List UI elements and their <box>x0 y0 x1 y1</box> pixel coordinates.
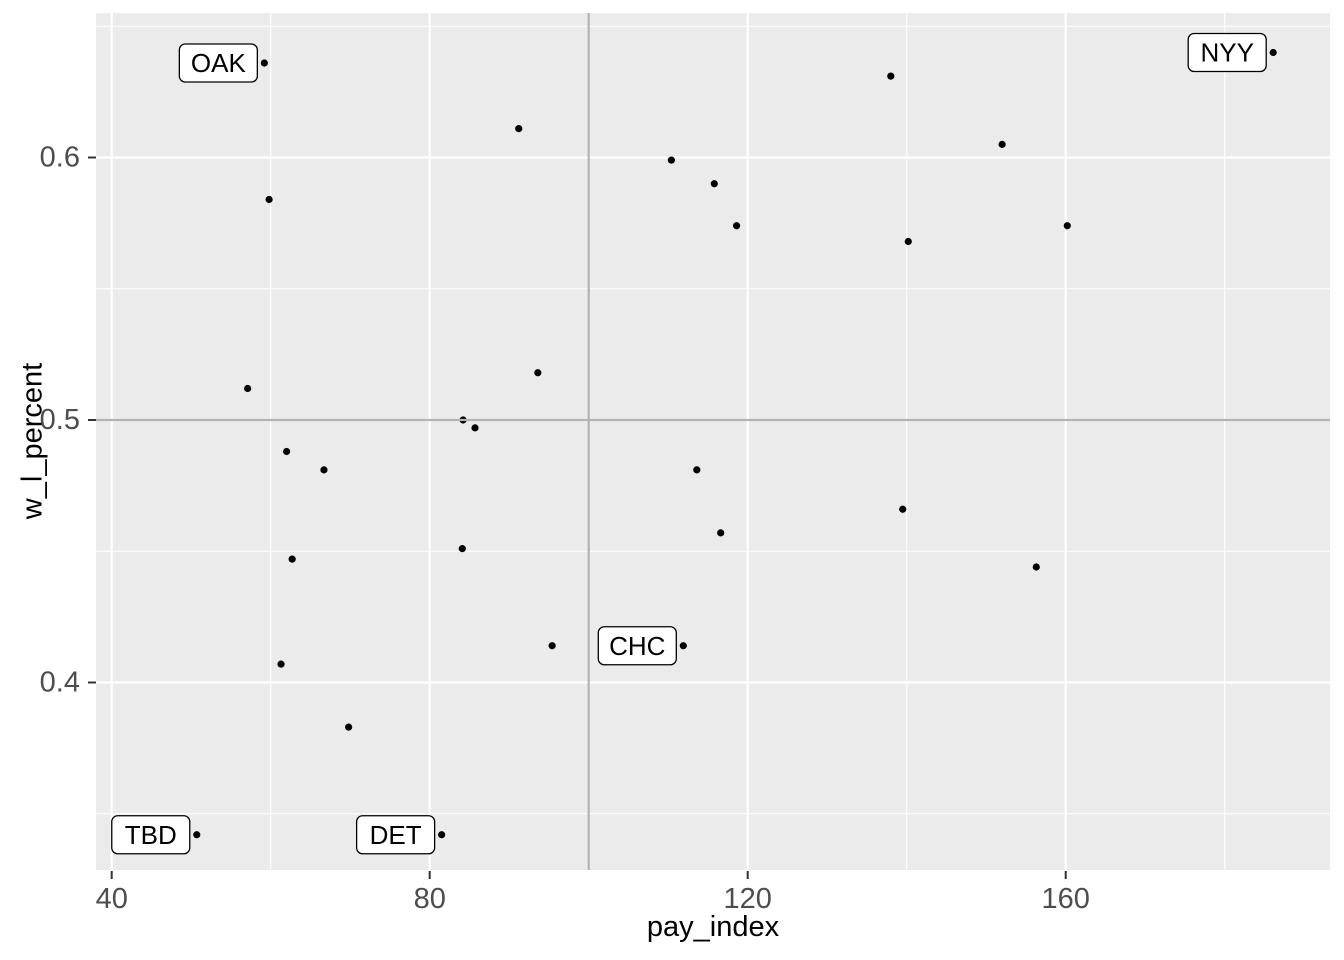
x-axis-title: pay_index <box>646 911 780 943</box>
data-point <box>693 466 701 474</box>
point-label: OAK <box>191 48 247 78</box>
data-point <box>899 505 907 513</box>
data-point <box>260 59 268 67</box>
data-point <box>887 72 895 80</box>
point-label-box <box>597 626 677 666</box>
y-axis-title: w_l_percent <box>16 362 49 520</box>
data-point <box>717 529 725 537</box>
point-label-box <box>1187 32 1267 73</box>
data-point <box>667 156 675 164</box>
point-label: NYY <box>1200 38 1253 68</box>
x-tick-label: 40 <box>96 883 128 915</box>
data-point <box>244 384 252 393</box>
data-point <box>1063 222 1071 230</box>
data-point <box>515 125 523 133</box>
data-point <box>679 642 687 650</box>
data-point <box>534 369 542 377</box>
y-tick-label: 0.4 <box>40 667 80 699</box>
data-point <box>710 180 718 188</box>
point-label-box <box>111 815 191 855</box>
y-tick-label: 0.5 <box>40 404 80 436</box>
data-point <box>904 237 912 246</box>
point-label: CHC <box>609 631 665 661</box>
point-label-box <box>178 43 258 83</box>
data-point <box>283 447 291 456</box>
point-label: DET <box>370 820 422 850</box>
data-point <box>471 424 479 432</box>
x-tick-label: 120 <box>724 883 772 915</box>
data-point <box>277 660 285 668</box>
data-point <box>548 642 556 650</box>
data-point <box>193 831 201 839</box>
x-tick-label: 80 <box>414 883 446 915</box>
plot-panel <box>96 13 1330 870</box>
data-point <box>458 545 466 553</box>
data-point <box>998 140 1006 148</box>
data-point <box>438 831 446 839</box>
x-tick-label: 160 <box>1042 883 1090 915</box>
point-label: TBD <box>125 820 177 850</box>
data-point <box>265 195 273 204</box>
data-point <box>1269 48 1277 57</box>
data-point <box>288 555 296 563</box>
data-point <box>345 723 353 731</box>
data-point <box>732 222 741 230</box>
data-point <box>320 466 328 474</box>
point-label-box <box>355 815 436 855</box>
data-point <box>1032 563 1040 571</box>
y-tick-label: 0.6 <box>40 142 80 174</box>
